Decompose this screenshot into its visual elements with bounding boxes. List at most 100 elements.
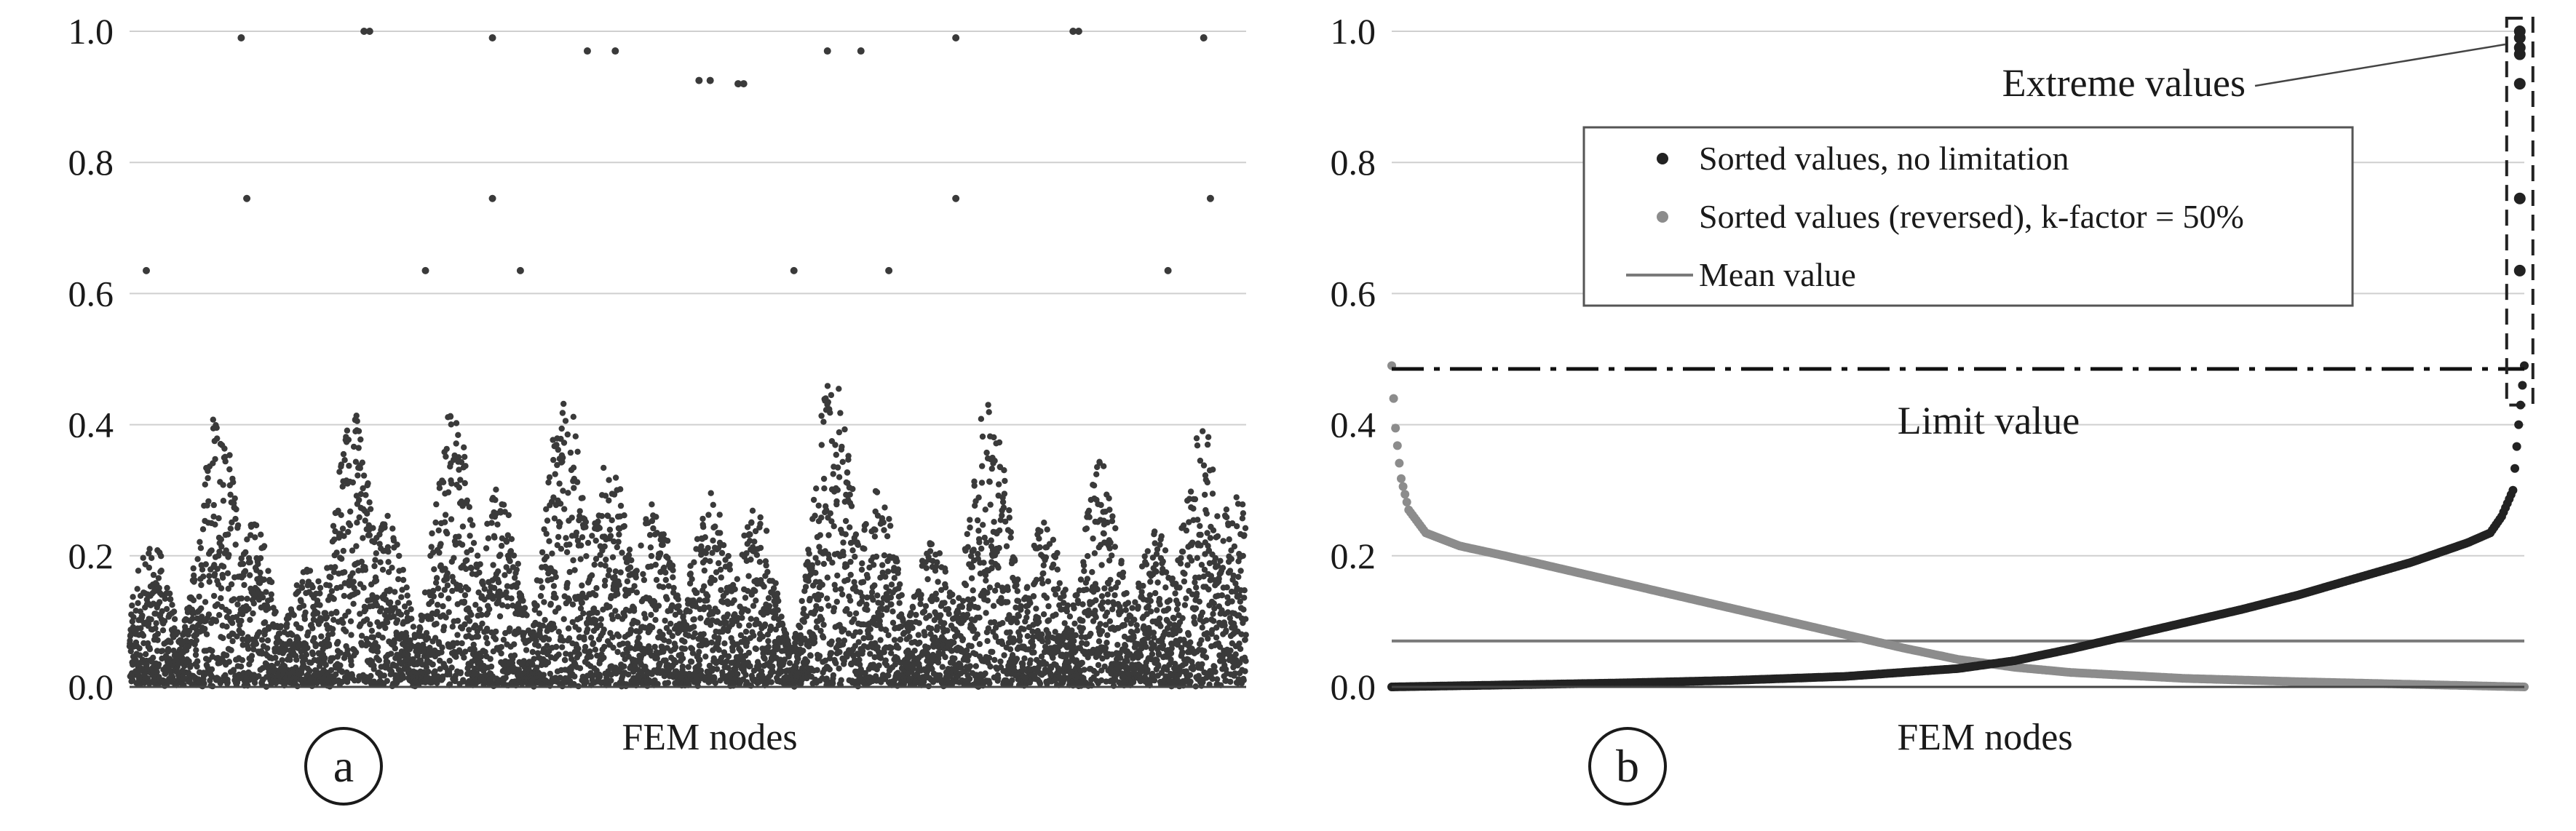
node-point: [331, 536, 338, 543]
node-point: [897, 581, 903, 588]
node-point: [861, 546, 868, 552]
node-point: [461, 453, 468, 461]
node-point: [949, 591, 956, 598]
node-point: [250, 646, 257, 653]
node-point: [571, 485, 577, 491]
node-point: [434, 601, 441, 608]
node-point: [544, 517, 551, 524]
node-point: [809, 562, 816, 568]
node-point: [1040, 562, 1047, 569]
node-point: [311, 635, 317, 642]
node-point: [659, 632, 666, 638]
node-point: [1039, 631, 1045, 637]
node-point: [606, 526, 614, 533]
node-point: [476, 606, 483, 613]
node-point: [831, 523, 837, 530]
node-point: [354, 418, 360, 424]
node-point: [127, 637, 133, 644]
node-point: [435, 527, 442, 534]
node-point: [991, 619, 998, 626]
node-point: [1007, 534, 1014, 541]
node-point: [765, 643, 772, 651]
node-point: [150, 571, 157, 578]
node-point: [834, 572, 841, 579]
node-point: [367, 506, 374, 512]
node-point: [1021, 626, 1027, 632]
node-point: [630, 608, 638, 614]
node-point: [672, 644, 679, 651]
node-point: [492, 636, 499, 643]
node-point: [214, 565, 221, 572]
node-point: [615, 633, 622, 640]
node-point: [1001, 652, 1007, 659]
node-point: [277, 623, 285, 629]
node-point: [464, 557, 470, 564]
node-point: [247, 572, 253, 578]
node-point: [456, 533, 462, 540]
node-point: [967, 517, 973, 523]
node-point: [323, 614, 330, 621]
node-point: [154, 630, 162, 637]
node-point: [140, 632, 147, 639]
node-point: [529, 648, 536, 656]
node-point: [761, 656, 768, 662]
node-point: [935, 578, 941, 585]
node-point: [241, 581, 247, 589]
node-point: [309, 625, 316, 632]
node-point: [621, 663, 627, 669]
node-point: [135, 568, 142, 574]
node-point: [825, 399, 832, 405]
node-point: [1013, 656, 1021, 662]
node-point: [349, 479, 356, 486]
node-point: [863, 601, 870, 608]
node-point: [576, 627, 582, 633]
node-point: [400, 675, 407, 681]
node-point: [761, 621, 769, 628]
node-point: [742, 628, 750, 635]
node-point: [158, 553, 165, 560]
node-point: [239, 657, 246, 664]
node-point: [508, 595, 515, 602]
node-point: [859, 560, 865, 567]
node-point: [610, 644, 617, 651]
node-point: [1018, 603, 1024, 610]
node-point: [436, 485, 443, 491]
node-point: [631, 583, 638, 589]
node-point: [697, 656, 703, 663]
node-point: [847, 597, 854, 604]
node-point: [350, 600, 357, 607]
node-point: [986, 479, 993, 485]
node-point: [212, 456, 218, 463]
node-point: [444, 582, 451, 589]
node-point: [158, 568, 165, 574]
node-point: [606, 477, 612, 483]
node-point: [834, 464, 841, 471]
node-point: [387, 599, 394, 605]
node-point: [515, 560, 521, 567]
node-point: [576, 651, 582, 658]
node-point: [1030, 642, 1037, 649]
node-point: [814, 667, 820, 673]
node-point: [150, 654, 156, 661]
node-point: [568, 514, 575, 521]
node-point: [358, 558, 365, 565]
node-point: [194, 556, 201, 562]
node-point: [852, 553, 858, 560]
node-point: [691, 616, 697, 623]
node-point: [534, 603, 540, 609]
node-point: [444, 570, 451, 576]
node-point: [710, 501, 716, 508]
node-point: [293, 656, 300, 663]
node-point: [817, 605, 825, 613]
node-point: [272, 654, 279, 661]
node-point: [708, 490, 714, 496]
node-point: [325, 643, 333, 649]
node-point: [330, 569, 338, 576]
node-point: [161, 618, 168, 624]
node-point: [165, 645, 172, 653]
node-point: [274, 660, 281, 667]
node-point: [193, 637, 199, 644]
node-point: [557, 520, 563, 527]
node-point: [593, 592, 599, 599]
node-point: [202, 626, 208, 632]
